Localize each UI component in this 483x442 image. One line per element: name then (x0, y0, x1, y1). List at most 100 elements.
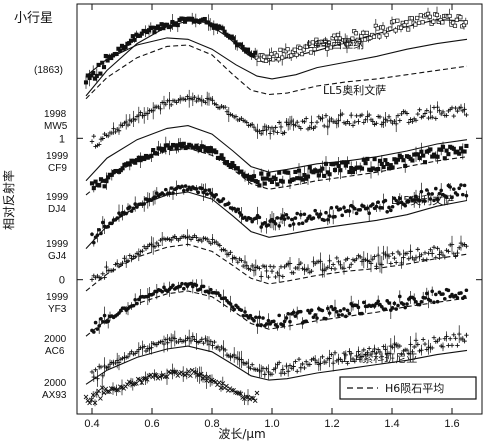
data-point (305, 266, 311, 272)
data-point (164, 374, 170, 380)
data-point (322, 218, 327, 222)
data-point (419, 347, 424, 353)
x-tick-label: 0.8 (204, 418, 219, 430)
data-point (331, 262, 336, 267)
data-point (371, 34, 377, 39)
data-point (214, 239, 219, 245)
data-point (187, 234, 192, 239)
data-point (139, 380, 145, 385)
data-point (114, 387, 119, 393)
data-point (149, 153, 154, 158)
data-point (259, 323, 264, 327)
data-point (151, 108, 156, 113)
data-point (305, 174, 311, 179)
data-point (194, 187, 199, 191)
data-point (388, 26, 393, 31)
data-point (93, 367, 98, 372)
data-point (340, 111, 345, 117)
data-point (422, 111, 428, 116)
data-point (252, 398, 258, 403)
data-point (212, 339, 217, 345)
data-point (370, 166, 375, 171)
data-point (365, 206, 370, 210)
data-point (342, 205, 346, 210)
data-point (417, 198, 422, 203)
x-tick-label: 1.0 (264, 418, 279, 430)
data-point (299, 52, 305, 57)
data-point (406, 256, 411, 261)
data-point (437, 252, 442, 257)
data-point (219, 153, 224, 158)
asteroid-number-dj4: 1999 (46, 192, 69, 203)
data-point (323, 113, 329, 118)
data-point (275, 182, 280, 187)
data-point (340, 213, 345, 218)
data-point (195, 372, 200, 378)
data-point (198, 371, 204, 377)
data-point (111, 126, 116, 131)
data-point (231, 36, 236, 41)
data-point (370, 119, 375, 124)
data-point (137, 377, 143, 383)
data-point (385, 161, 390, 167)
data-point (462, 338, 467, 344)
data-point (437, 336, 442, 342)
data-point (105, 389, 110, 395)
data-point (440, 20, 445, 25)
data-point (326, 306, 330, 311)
asteroid-number-cf9: 1999 (46, 151, 69, 162)
data-point (407, 199, 411, 204)
data-point (415, 342, 420, 347)
data-point (324, 316, 328, 321)
data-point (447, 13, 452, 19)
data-point (419, 189, 424, 194)
data-point (434, 186, 438, 191)
data-point (439, 188, 444, 193)
data-point (273, 221, 278, 226)
data-point (87, 400, 92, 406)
data-point (421, 153, 426, 158)
data-point (153, 372, 159, 378)
data-point (376, 166, 381, 172)
data-point (223, 347, 228, 353)
data-point (204, 378, 209, 383)
data-point (161, 341, 167, 347)
data-point (129, 209, 134, 213)
data-point (395, 18, 400, 23)
data-point (277, 224, 282, 228)
data-point (223, 105, 228, 110)
data-points (83, 6, 469, 407)
spectrum-yf3 (90, 279, 469, 334)
data-point (103, 53, 108, 59)
asteroid-number-ax93: 2000 (44, 378, 67, 389)
data-point (295, 119, 300, 125)
data-point (162, 374, 168, 380)
data-point (387, 205, 391, 210)
data-point (181, 141, 186, 146)
data-point (323, 161, 329, 166)
data-point (414, 194, 418, 199)
data-point (314, 120, 320, 125)
data-point (83, 80, 89, 85)
data-point (209, 287, 213, 292)
data-point (194, 235, 199, 240)
data-point (450, 195, 454, 200)
data-point (149, 345, 154, 350)
data-point (323, 38, 328, 43)
data-point (266, 369, 271, 375)
data-point (361, 30, 366, 35)
data-point (128, 38, 134, 43)
data-point (333, 306, 337, 311)
data-point (455, 343, 460, 348)
data-point (327, 214, 332, 218)
data-point (386, 114, 392, 119)
data-point (302, 173, 307, 178)
data-point (439, 249, 444, 255)
data-point (136, 252, 141, 257)
data-point (452, 23, 458, 28)
data-point (260, 176, 266, 181)
data-point (365, 156, 370, 161)
data-point (128, 205, 132, 210)
data-point (349, 166, 354, 171)
data-point (210, 343, 215, 348)
